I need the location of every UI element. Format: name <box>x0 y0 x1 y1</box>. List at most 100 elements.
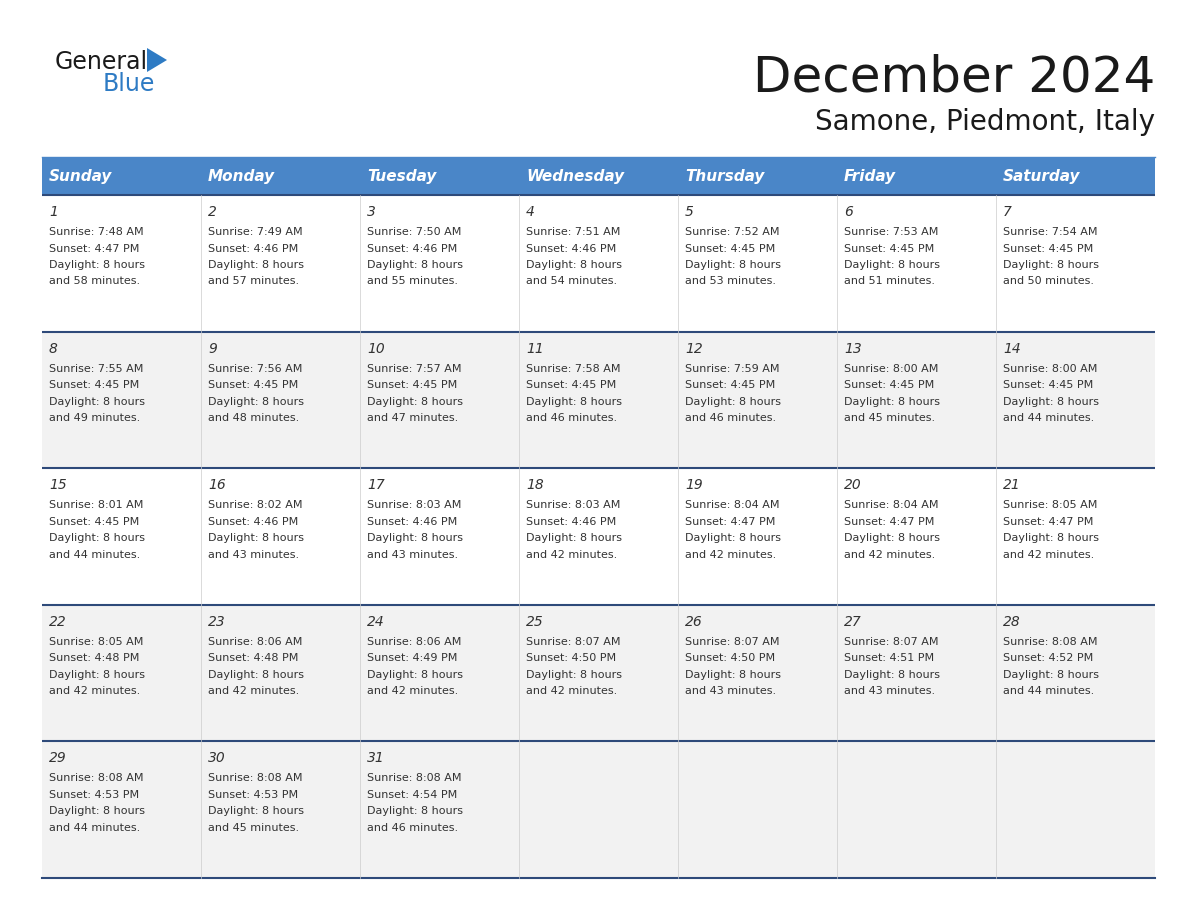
Text: General: General <box>55 50 148 74</box>
Text: Sunset: 4:46 PM: Sunset: 4:46 PM <box>208 243 298 253</box>
Text: 5: 5 <box>685 205 694 219</box>
Text: Daylight: 8 hours: Daylight: 8 hours <box>1003 670 1099 680</box>
Text: Daylight: 8 hours: Daylight: 8 hours <box>208 397 304 407</box>
Text: and 42 minutes.: and 42 minutes. <box>526 687 618 696</box>
Text: Sunrise: 8:07 AM: Sunrise: 8:07 AM <box>685 637 779 647</box>
Text: and 44 minutes.: and 44 minutes. <box>49 823 140 833</box>
Text: and 45 minutes.: and 45 minutes. <box>208 823 299 833</box>
Text: Sunset: 4:53 PM: Sunset: 4:53 PM <box>49 789 139 800</box>
Text: Sunrise: 8:03 AM: Sunrise: 8:03 AM <box>526 500 620 510</box>
Bar <box>42 742 1155 878</box>
Bar <box>42 157 201 195</box>
Text: Daylight: 8 hours: Daylight: 8 hours <box>208 533 304 543</box>
Text: Sunrise: 7:56 AM: Sunrise: 7:56 AM <box>208 364 303 374</box>
Text: Sunrise: 8:08 AM: Sunrise: 8:08 AM <box>49 773 144 783</box>
Bar <box>42 331 1155 468</box>
Text: Thursday: Thursday <box>685 169 764 184</box>
Text: 18: 18 <box>526 478 544 492</box>
Text: Sunrise: 8:07 AM: Sunrise: 8:07 AM <box>843 637 939 647</box>
Text: Sunrise: 7:59 AM: Sunrise: 7:59 AM <box>685 364 779 374</box>
Bar <box>42 605 1155 742</box>
Text: Daylight: 8 hours: Daylight: 8 hours <box>843 670 940 680</box>
Text: Sunrise: 7:50 AM: Sunrise: 7:50 AM <box>367 227 461 237</box>
Text: and 49 minutes.: and 49 minutes. <box>49 413 140 423</box>
Text: Sunset: 4:45 PM: Sunset: 4:45 PM <box>843 243 934 253</box>
Text: and 47 minutes.: and 47 minutes. <box>367 413 459 423</box>
Text: Sunrise: 7:49 AM: Sunrise: 7:49 AM <box>208 227 303 237</box>
Text: Sunset: 4:46 PM: Sunset: 4:46 PM <box>526 517 617 527</box>
Text: 10: 10 <box>367 341 385 355</box>
Text: Sunset: 4:45 PM: Sunset: 4:45 PM <box>685 380 776 390</box>
Text: Daylight: 8 hours: Daylight: 8 hours <box>208 260 304 270</box>
Text: Sunset: 4:45 PM: Sunset: 4:45 PM <box>49 517 139 527</box>
Text: Sunrise: 7:52 AM: Sunrise: 7:52 AM <box>685 227 779 237</box>
Text: and 44 minutes.: and 44 minutes. <box>49 550 140 560</box>
Text: 19: 19 <box>685 478 703 492</box>
Text: Sunset: 4:45 PM: Sunset: 4:45 PM <box>1003 243 1093 253</box>
Text: Sunset: 4:53 PM: Sunset: 4:53 PM <box>208 789 298 800</box>
Text: 1: 1 <box>49 205 58 219</box>
Text: Daylight: 8 hours: Daylight: 8 hours <box>49 533 145 543</box>
Text: 27: 27 <box>843 615 861 629</box>
Text: 13: 13 <box>843 341 861 355</box>
Text: and 43 minutes.: and 43 minutes. <box>685 687 776 696</box>
Text: and 42 minutes.: and 42 minutes. <box>526 550 618 560</box>
Text: Daylight: 8 hours: Daylight: 8 hours <box>208 670 304 680</box>
Text: 12: 12 <box>685 341 703 355</box>
Text: and 43 minutes.: and 43 minutes. <box>208 550 299 560</box>
Text: Sunset: 4:50 PM: Sunset: 4:50 PM <box>685 654 775 664</box>
Text: Sunset: 4:45 PM: Sunset: 4:45 PM <box>526 380 617 390</box>
Text: Wednesday: Wednesday <box>526 169 624 184</box>
Text: Sunrise: 8:06 AM: Sunrise: 8:06 AM <box>367 637 461 647</box>
Text: Sunset: 4:48 PM: Sunset: 4:48 PM <box>49 654 139 664</box>
Text: Sunday: Sunday <box>49 169 113 184</box>
Text: Sunset: 4:47 PM: Sunset: 4:47 PM <box>49 243 139 253</box>
Text: Sunrise: 7:57 AM: Sunrise: 7:57 AM <box>367 364 461 374</box>
Bar <box>360 157 519 195</box>
Text: and 50 minutes.: and 50 minutes. <box>1003 276 1094 286</box>
Text: 24: 24 <box>367 615 385 629</box>
Bar <box>678 157 838 195</box>
Text: and 42 minutes.: and 42 minutes. <box>1003 550 1094 560</box>
Bar <box>996 157 1155 195</box>
Text: Sunrise: 8:05 AM: Sunrise: 8:05 AM <box>49 637 144 647</box>
Text: and 57 minutes.: and 57 minutes. <box>208 276 299 286</box>
Text: Sunrise: 7:53 AM: Sunrise: 7:53 AM <box>843 227 939 237</box>
Text: 2: 2 <box>208 205 217 219</box>
Text: Daylight: 8 hours: Daylight: 8 hours <box>1003 533 1099 543</box>
Bar <box>838 157 996 195</box>
Text: Sunset: 4:45 PM: Sunset: 4:45 PM <box>843 380 934 390</box>
Text: Sunset: 4:48 PM: Sunset: 4:48 PM <box>208 654 298 664</box>
Text: Sunset: 4:45 PM: Sunset: 4:45 PM <box>367 380 457 390</box>
Text: 17: 17 <box>367 478 385 492</box>
Text: Sunset: 4:46 PM: Sunset: 4:46 PM <box>208 517 298 527</box>
Text: and 55 minutes.: and 55 minutes. <box>367 276 459 286</box>
Text: and 42 minutes.: and 42 minutes. <box>208 687 299 696</box>
Text: Daylight: 8 hours: Daylight: 8 hours <box>843 260 940 270</box>
Text: Daylight: 8 hours: Daylight: 8 hours <box>367 260 463 270</box>
Text: and 43 minutes.: and 43 minutes. <box>843 687 935 696</box>
Text: 6: 6 <box>843 205 853 219</box>
Text: and 58 minutes.: and 58 minutes. <box>49 276 140 286</box>
Text: 20: 20 <box>843 478 861 492</box>
Text: and 42 minutes.: and 42 minutes. <box>367 687 459 696</box>
Text: Sunrise: 8:05 AM: Sunrise: 8:05 AM <box>1003 500 1098 510</box>
Text: Sunrise: 7:48 AM: Sunrise: 7:48 AM <box>49 227 144 237</box>
Text: and 42 minutes.: and 42 minutes. <box>685 550 776 560</box>
Text: Sunset: 4:47 PM: Sunset: 4:47 PM <box>685 517 776 527</box>
Text: 23: 23 <box>208 615 226 629</box>
Text: 28: 28 <box>1003 615 1020 629</box>
Text: Sunset: 4:46 PM: Sunset: 4:46 PM <box>526 243 617 253</box>
Text: 9: 9 <box>208 341 217 355</box>
Text: Sunrise: 7:58 AM: Sunrise: 7:58 AM <box>526 364 620 374</box>
Text: Sunset: 4:52 PM: Sunset: 4:52 PM <box>1003 654 1093 664</box>
Text: Daylight: 8 hours: Daylight: 8 hours <box>685 260 781 270</box>
Text: 11: 11 <box>526 341 544 355</box>
Text: and 51 minutes.: and 51 minutes. <box>843 276 935 286</box>
Text: and 53 minutes.: and 53 minutes. <box>685 276 776 286</box>
Text: 16: 16 <box>208 478 226 492</box>
Text: Daylight: 8 hours: Daylight: 8 hours <box>49 397 145 407</box>
Text: Sunrise: 8:08 AM: Sunrise: 8:08 AM <box>208 773 303 783</box>
Text: December 2024: December 2024 <box>753 54 1155 102</box>
Text: Daylight: 8 hours: Daylight: 8 hours <box>367 806 463 816</box>
